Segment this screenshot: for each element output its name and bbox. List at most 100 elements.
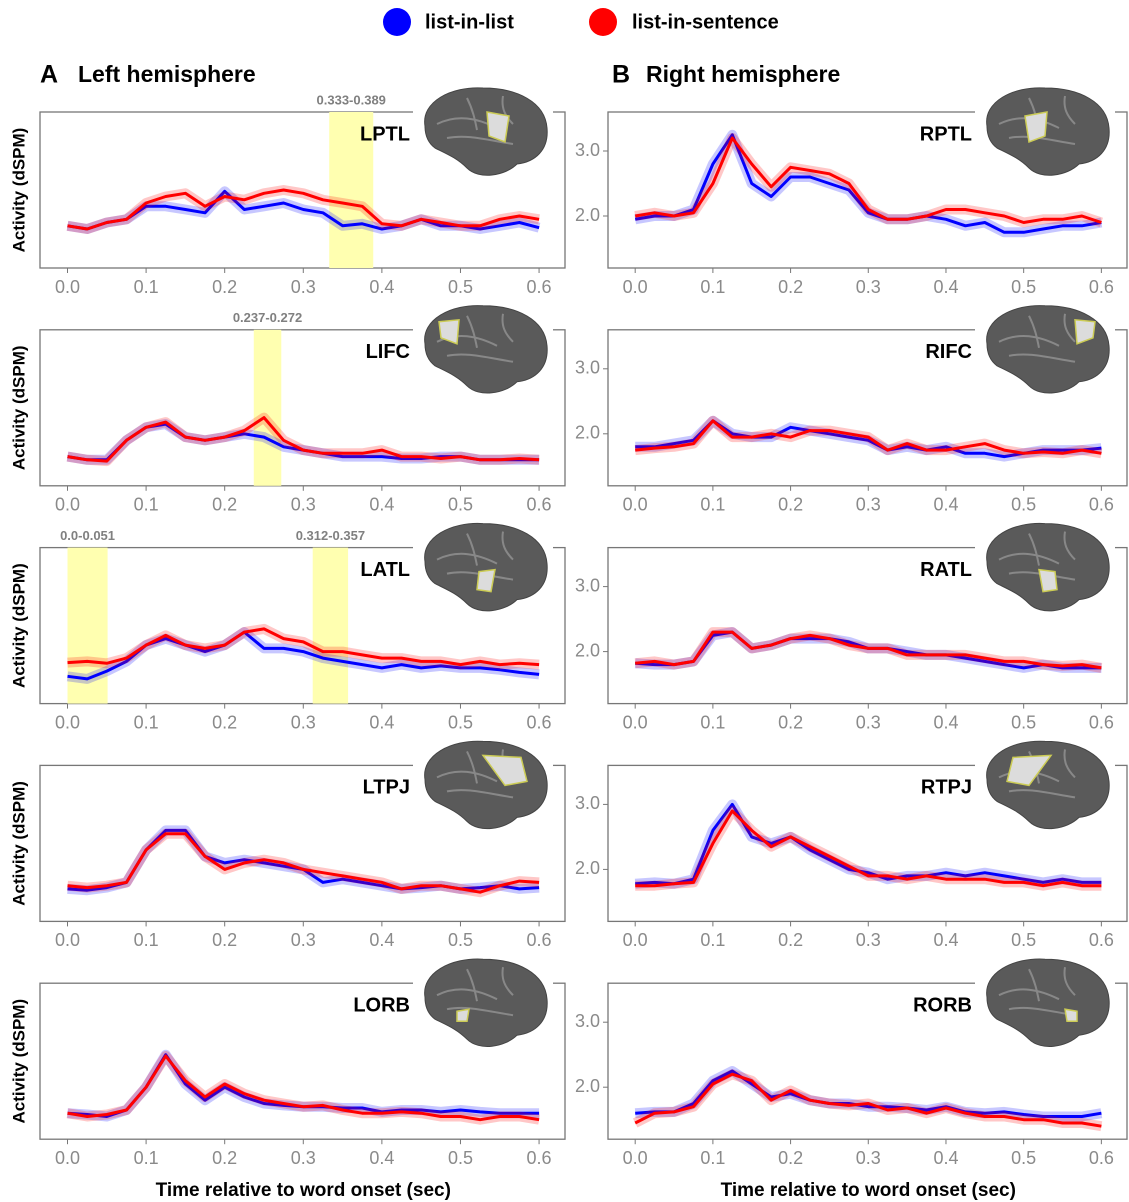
y-tick-label: 2.0 — [575, 858, 600, 878]
series-line — [635, 802, 1102, 886]
x-tick-label: 0.4 — [933, 712, 958, 732]
brain-icon — [975, 955, 1115, 1051]
x-tick-label: 0.1 — [134, 495, 159, 515]
x-tick-label: 0.5 — [448, 712, 473, 732]
brain-roi — [476, 568, 496, 593]
x-tick-label: 0.2 — [778, 277, 803, 297]
x-tick-label: 0.6 — [1089, 712, 1114, 732]
x-tick-label: 0.1 — [700, 712, 725, 732]
panel-frame — [607, 764, 1128, 923]
brain-roi — [456, 1008, 470, 1022]
highlight-band — [329, 112, 374, 268]
highlight-label: 0.312-0.357 — [296, 528, 365, 543]
series-line — [67, 188, 540, 231]
panel-heading: Left hemisphere — [78, 61, 256, 87]
x-tick-label: 0.4 — [369, 1148, 394, 1168]
y-axis-label: Activity (dSPM) — [9, 128, 28, 253]
x-tick-label: 0.1 — [700, 277, 725, 297]
brain-shape — [424, 958, 548, 1047]
region-title: RORB — [913, 994, 972, 1016]
brain-icon — [975, 84, 1115, 179]
brain-sulci — [436, 967, 514, 1017]
brain-shape — [986, 958, 1110, 1047]
x-tick-label: 0.0 — [623, 1148, 648, 1168]
highlight-band — [312, 547, 349, 704]
legend-label: list-in-list — [425, 11, 514, 33]
x-tick-label: 0.0 — [55, 930, 80, 950]
y-tick-label: 3.0 — [575, 358, 600, 378]
x-tick-label: 0.4 — [933, 1148, 958, 1168]
x-tick-label: 0.5 — [448, 277, 473, 297]
x-tick-label: 0.0 — [623, 712, 648, 732]
brain-icon — [413, 519, 553, 615]
x-tick-label: 0.1 — [700, 495, 725, 515]
x-tick-label: 0.6 — [1089, 930, 1114, 950]
highlight-band — [253, 329, 282, 486]
x-tick-label: 0.5 — [448, 495, 473, 515]
y-axis-label: Activity (dSPM) — [9, 345, 28, 470]
x-tick-label: 0.3 — [291, 495, 316, 515]
y-tick-label: 3.0 — [575, 793, 600, 813]
x-tick-label: 0.1 — [700, 1148, 725, 1168]
x-tick-label: 0.6 — [527, 495, 552, 515]
x-tick-label: 0.0 — [55, 712, 80, 732]
brain-roi — [438, 318, 460, 345]
brain-sulci — [436, 313, 514, 363]
x-tick-label: 0.0 — [55, 495, 80, 515]
panel-letter: A — [40, 61, 58, 89]
x-tick-label: 0.5 — [448, 1148, 473, 1168]
y-tick-label: 2.0 — [575, 1076, 600, 1096]
y-axis-label: Activity (dSPM) — [9, 563, 28, 688]
panel-frame — [39, 982, 566, 1140]
region-title: LTPJ — [363, 777, 410, 799]
x-tick-label: 0.5 — [1011, 712, 1036, 732]
series-line — [634, 136, 1102, 224]
highlight-label: 0.0-0.051 — [60, 528, 115, 543]
x-tick-label: 0.1 — [134, 277, 159, 297]
brain-roi — [1064, 1008, 1078, 1022]
ci-band — [67, 623, 540, 670]
y-tick-label: 2.0 — [575, 205, 600, 225]
panel-frame — [607, 329, 1128, 487]
x-tick-label: 0.3 — [291, 1148, 316, 1168]
x-tick-label: 0.2 — [212, 277, 237, 297]
x-tick-label: 0.5 — [1011, 930, 1036, 950]
panel-frame — [39, 546, 566, 705]
x-tick-label: 0.6 — [527, 930, 552, 950]
series-line — [635, 419, 1102, 455]
x-tick-label: 0.5 — [1011, 495, 1036, 515]
y-tick-label: 2.0 — [575, 640, 600, 660]
x-tick-label: 0.0 — [55, 1148, 80, 1168]
x-tick-label: 0.1 — [700, 930, 725, 950]
x-tick-label: 0.3 — [291, 930, 316, 950]
region-title: LORB — [353, 994, 410, 1016]
x-tick-label: 0.4 — [369, 712, 394, 732]
x-axis-label: Time relative to word onset (sec) — [721, 1180, 1016, 1201]
series-line — [67, 1054, 540, 1122]
x-tick-label: 0.6 — [527, 1148, 552, 1168]
series-line — [67, 832, 540, 894]
x-tick-label: 0.2 — [778, 712, 803, 732]
brain-sulci — [436, 749, 514, 799]
brain-sulci — [436, 95, 514, 145]
brain-sulci — [998, 313, 1076, 363]
panel-frame — [39, 329, 566, 487]
brain-roi — [1038, 568, 1058, 593]
brain-icon — [413, 737, 553, 833]
x-tick-label: 0.3 — [856, 495, 881, 515]
x-tick-label: 0.3 — [291, 277, 316, 297]
series-line — [635, 630, 1102, 670]
brain-roi — [1074, 318, 1096, 345]
region-title: LPTL — [360, 123, 410, 145]
legend-swatch — [589, 8, 617, 36]
y-tick-label: 3.0 — [575, 140, 600, 160]
brain-shape — [424, 523, 548, 612]
x-tick-label: 0.4 — [933, 277, 958, 297]
series-line — [634, 133, 1102, 234]
region-title: LATL — [360, 559, 410, 581]
x-tick-label: 0.1 — [134, 1148, 159, 1168]
panel-frame — [39, 111, 566, 269]
x-tick-label: 0.3 — [856, 712, 881, 732]
